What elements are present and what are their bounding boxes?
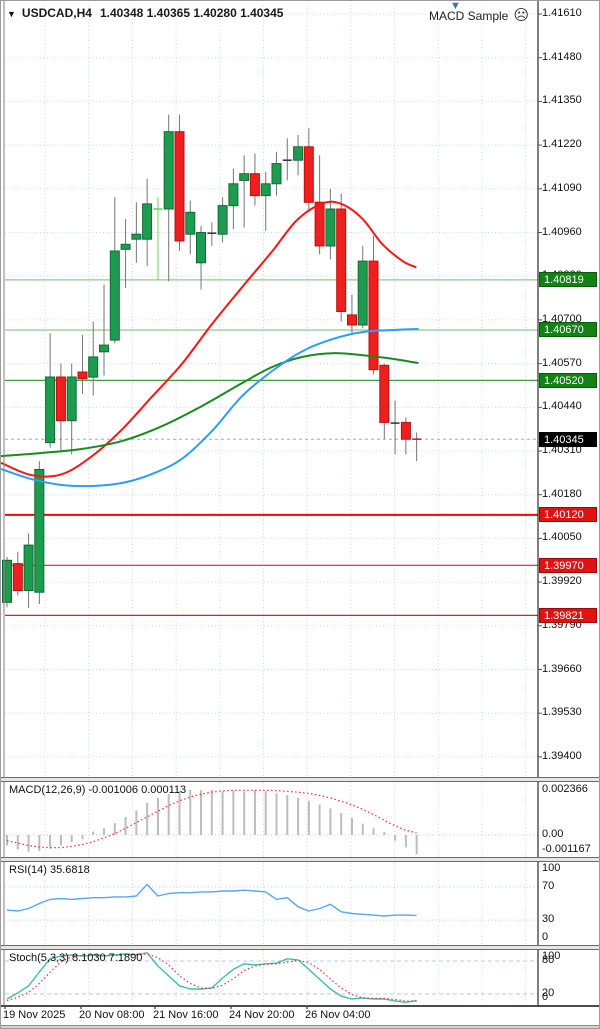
candle-bear — [77, 371, 88, 380]
price-tick-label: 1.40570 — [542, 357, 582, 369]
price-tick-label: 1.41090 — [542, 182, 582, 194]
candle-bull — [45, 376, 56, 444]
time-tick-label: 19 Nov 2025 — [3, 1009, 66, 1021]
candle-bull — [23, 544, 34, 591]
candle-bull — [217, 205, 228, 235]
candle-bull — [120, 243, 131, 250]
candle-bull — [228, 183, 239, 207]
stoch-axis-label: 0 — [542, 991, 549, 1003]
candle-bear — [314, 201, 325, 247]
candle-bull — [260, 183, 271, 197]
sad-face-icon: ☹ — [513, 7, 529, 24]
candle-bull — [2, 559, 12, 603]
chart-header: ▼ USDCAD,H4 1.40348 1.40365 1.40280 1.4034… — [7, 6, 283, 20]
candle-bull — [325, 208, 336, 247]
rsi-axis-label: 30 — [542, 913, 555, 925]
price-tick-label: 1.40310 — [542, 444, 582, 456]
macd-axis-label: 0.002366 — [542, 783, 588, 795]
current-price-badge: 1.40345 — [539, 432, 597, 447]
object-marker-icon[interactable]: ▼ — [450, 0, 461, 12]
price-tick-label: 1.40180 — [542, 488, 582, 500]
candle-bear — [303, 146, 314, 203]
time-tick-label: 20 Nov 08:00 — [79, 1009, 145, 1021]
candle-bear — [400, 421, 411, 440]
candle-bear — [12, 563, 23, 591]
candle-bull — [357, 260, 368, 326]
price-tick-label: 1.41480 — [542, 51, 582, 63]
ma-slow-blue — [1, 328, 419, 488]
candle-bull — [239, 173, 250, 181]
macd-axis-label: 0.00 — [542, 828, 564, 840]
time-tick-label: 24 Nov 20:00 — [229, 1009, 295, 1021]
rsi-axis-label: 0 — [542, 931, 549, 943]
rsi-label: RSI(14) 35.6818 — [9, 864, 90, 876]
time-tick-label: 26 Nov 04:00 — [305, 1009, 371, 1021]
stoch-label: Stoch(5,3,3) 8.1030 7.1890 — [9, 952, 143, 964]
stoch-axis-label: 80 — [542, 954, 555, 966]
indicator-name: MACD Sample — [429, 9, 509, 23]
window-bottom-edge — [1, 1025, 599, 1028]
rsi-axis-label: 100 — [542, 862, 561, 874]
price-tick-label: 1.39660 — [542, 663, 582, 675]
price-level-badge-support: 1.40670 — [539, 322, 597, 337]
candle-bull — [109, 250, 120, 341]
candle-bull — [99, 344, 109, 353]
price-tick-label: 1.39400 — [542, 750, 582, 762]
candle-bull — [66, 376, 77, 422]
panel-separator — [1, 1005, 599, 1007]
price-level-badge-resistance: 1.39821 — [539, 608, 597, 623]
rsi-axis-label: 70 — [542, 880, 555, 892]
rsi-line — [6, 883, 417, 917]
panel-separator[interactable] — [1, 857, 599, 862]
candle-bear — [379, 364, 390, 423]
candle-bull — [142, 203, 153, 240]
candle-bear — [347, 314, 357, 326]
price-tick-label: 1.40050 — [542, 531, 582, 543]
candle-bull — [196, 232, 206, 264]
panel-separator[interactable] — [1, 945, 599, 950]
candle-bear — [174, 131, 185, 242]
price-level-badge-resistance: 1.39970 — [539, 558, 597, 573]
price-tick-label: 1.40960 — [542, 226, 582, 238]
price-tick-label: 1.39920 — [542, 575, 582, 587]
candle-bull — [185, 211, 196, 235]
macd-signal-line — [6, 789, 417, 849]
price-tick-label: 1.41220 — [542, 138, 582, 150]
stoch-axis-label: 100 — [542, 950, 561, 962]
price-level-badge-support: 1.40819 — [539, 272, 597, 287]
candle-bull — [88, 356, 99, 378]
price-tick-label: 1.39530 — [542, 706, 582, 718]
stoch-k-line — [6, 952, 417, 1003]
macd-label: MACD(12,26,9) -0.001006 0.000113 — [9, 784, 187, 796]
panel-separator[interactable] — [1, 777, 599, 782]
candle-bull — [271, 163, 282, 185]
candle-bear — [336, 208, 347, 312]
price-level-badge-support: 1.40520 — [539, 373, 597, 388]
time-tick-label: 21 Nov 16:00 — [153, 1009, 219, 1021]
candle-bear — [55, 376, 66, 422]
price-level-badge-resistance: 1.40120 — [539, 507, 597, 522]
ma-mid-green — [1, 352, 419, 457]
ma-fast-red — [1, 200, 417, 478]
candle-bear — [249, 173, 260, 197]
indicator-watermark: MACD Sample ☹ — [429, 6, 529, 24]
price-tick-label: 1.41610 — [542, 7, 582, 19]
candles-layer — [2, 114, 422, 608]
candle-bull — [34, 469, 45, 593]
symbol-period: USDCAD,H4 — [21, 6, 92, 20]
symbol-dropdown-icon[interactable]: ▼ — [7, 9, 16, 19]
macd-axis-label: -0.001167 — [542, 843, 591, 855]
candle-bull — [293, 146, 304, 161]
stoch-axis-label: 20 — [542, 987, 555, 999]
candle-bull — [131, 233, 142, 240]
candle-bull — [163, 131, 174, 210]
candle-bear — [368, 260, 379, 371]
price-tick-label: 1.41350 — [542, 94, 582, 106]
price-tick-label: 1.40440 — [542, 400, 582, 412]
ohlc-values: 1.40348 1.40365 1.40280 1.40345 — [99, 6, 284, 20]
